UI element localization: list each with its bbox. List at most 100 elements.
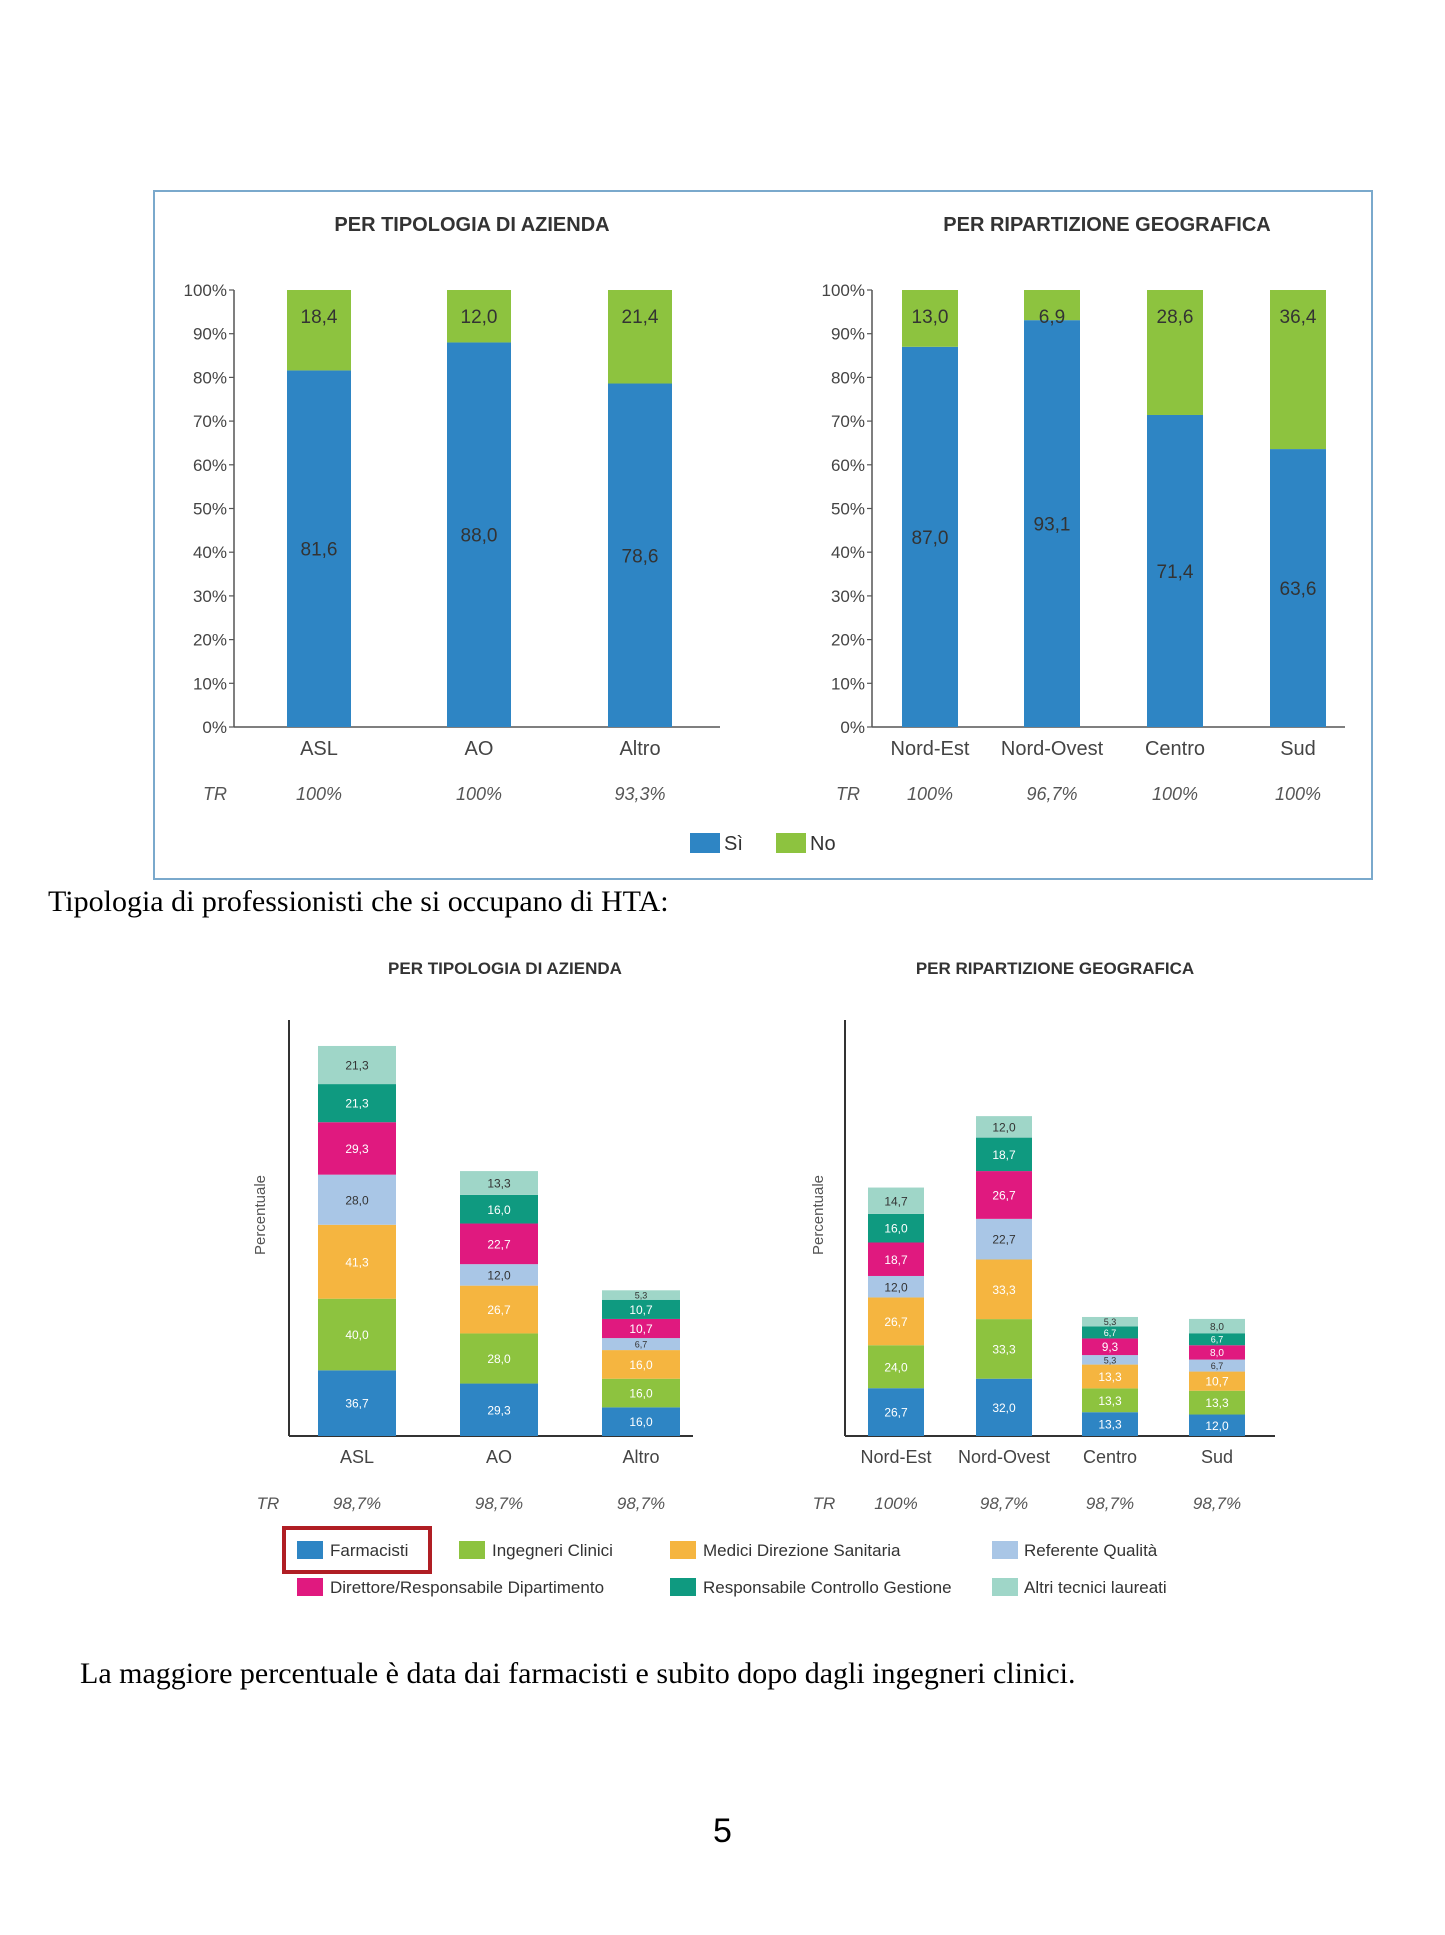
legend-medici-label: Medici Direzione Sanitaria [703, 1541, 901, 1560]
data-label: 12,0 [992, 1120, 1016, 1134]
y-tick-label: 40% [831, 543, 865, 562]
bar-segment [318, 1298, 396, 1371]
data-label: 12,0 [1205, 1419, 1229, 1433]
data-label: 14,7 [884, 1194, 908, 1208]
figure-caption: Tipologia di professionisti che si occup… [48, 885, 669, 918]
bar-sì [1147, 414, 1203, 727]
x-tick-label: Nord-Ovest [1001, 738, 1104, 760]
data-label: 26,7 [487, 1303, 511, 1317]
data-label: 26,7 [884, 1315, 908, 1329]
data-label: 18,4 [301, 307, 338, 328]
bar-segment [318, 1045, 396, 1085]
bar-segment [1189, 1345, 1245, 1360]
legend-farmacisti-swatch [297, 1541, 323, 1559]
y-tick-label: 10% [831, 674, 865, 693]
data-label: 24,0 [884, 1360, 908, 1374]
data-label: 28,0 [345, 1193, 369, 1207]
chart4-ylabel: Percentuale [810, 1175, 827, 1255]
bar-segment [976, 1116, 1032, 1138]
legend-farmacisti-label: Farmacisti [330, 1541, 408, 1560]
bar-segment [1082, 1412, 1138, 1436]
bar-no [1270, 290, 1326, 450]
bar-segment [602, 1378, 680, 1408]
tr-value: 96,7% [1026, 784, 1077, 804]
data-label: 16,0 [884, 1222, 908, 1236]
bar-no [902, 290, 958, 347]
data-label: 41,3 [345, 1255, 369, 1269]
x-tick-label: Altro [622, 1447, 659, 1467]
data-label: 18,7 [884, 1253, 908, 1267]
data-label: 8,0 [1210, 1348, 1224, 1359]
data-label: 5,3 [635, 1290, 648, 1300]
data-label: 6,7 [1211, 1361, 1224, 1371]
bar-segment [460, 1194, 538, 1224]
bar-no [1024, 290, 1080, 321]
y-tick-label: 50% [831, 500, 865, 519]
y-tick-label: 0% [840, 718, 865, 737]
x-tick-label: Sud [1280, 738, 1316, 760]
chart2-title: PER RIPARTIZIONE GEOGRAFICA [943, 214, 1270, 236]
bar-no [1147, 290, 1203, 415]
bar-segment [460, 1383, 538, 1436]
bar-segment [1189, 1414, 1245, 1436]
y-tick-label: 60% [193, 456, 227, 475]
chart3-title: PER TIPOLOGIA DI AZIENDA [388, 959, 622, 978]
bar-segment [1189, 1359, 1245, 1372]
legend-referente-swatch [992, 1541, 1018, 1559]
chart3-ylabel: Percentuale [252, 1175, 269, 1255]
x-tick-label: ASL [340, 1447, 374, 1467]
data-label: 10,7 [629, 1322, 653, 1336]
bar-segment [976, 1378, 1032, 1436]
bar-segment [1082, 1364, 1138, 1389]
bar-segment [1082, 1316, 1138, 1327]
legend-controllo-swatch [670, 1578, 696, 1596]
bar-segment [1082, 1326, 1138, 1339]
legend-medici-swatch [670, 1541, 696, 1559]
y-tick-label: 20% [831, 631, 865, 650]
y-tick-label: 80% [193, 368, 227, 387]
tr-value: 93,3% [614, 784, 665, 804]
x-tick-label: Nord-Ovest [958, 1447, 1050, 1467]
data-label: 8,0 [1210, 1322, 1224, 1333]
bar-segment [460, 1264, 538, 1286]
data-label: 13,3 [1098, 1394, 1122, 1408]
bar-segment [976, 1218, 1032, 1260]
data-label: 87,0 [912, 528, 949, 549]
data-label: 28,6 [1157, 307, 1194, 328]
data-label: 16,0 [629, 1415, 653, 1429]
x-tick-label: Altro [619, 738, 660, 760]
y-tick-label: 70% [831, 412, 865, 431]
x-tick-label: ASL [300, 738, 338, 760]
tr-value: 98,7% [1193, 1494, 1241, 1513]
data-label: 22,7 [487, 1237, 511, 1251]
data-label: 21,3 [345, 1097, 369, 1111]
tr-value: 98,7% [617, 1494, 665, 1513]
data-label: 33,3 [992, 1342, 1016, 1356]
data-label: 33,3 [992, 1283, 1016, 1297]
bar-segment [318, 1370, 396, 1436]
bar-no [447, 290, 511, 343]
data-label: 26,7 [992, 1189, 1016, 1203]
y-tick-label: 80% [831, 368, 865, 387]
y-tick-label: 70% [193, 412, 227, 431]
legend-controllo-label: Responsabile Controllo Gestione [703, 1578, 952, 1597]
bar-segment [602, 1350, 680, 1379]
data-label: 12,0 [487, 1268, 511, 1282]
tr-value: 100% [296, 784, 342, 804]
data-label: 88,0 [461, 526, 498, 547]
data-label: 40,0 [345, 1328, 369, 1342]
bar-segment [1082, 1355, 1138, 1365]
legend-direttore-label: Direttore/Responsabile Dipartimento [330, 1578, 604, 1597]
data-label: 13,3 [1205, 1396, 1229, 1410]
data-label: 28,0 [487, 1352, 511, 1366]
data-label: 36,7 [345, 1397, 369, 1411]
y-tick-label: 30% [831, 587, 865, 606]
data-label: 71,4 [1157, 562, 1194, 583]
bar-segment [318, 1174, 396, 1225]
legend-no-label: No [810, 833, 836, 855]
y-tick-label: 50% [193, 500, 227, 519]
data-label: 16,0 [629, 1358, 653, 1372]
bar-sì [902, 346, 958, 727]
bar-segment [602, 1338, 680, 1351]
